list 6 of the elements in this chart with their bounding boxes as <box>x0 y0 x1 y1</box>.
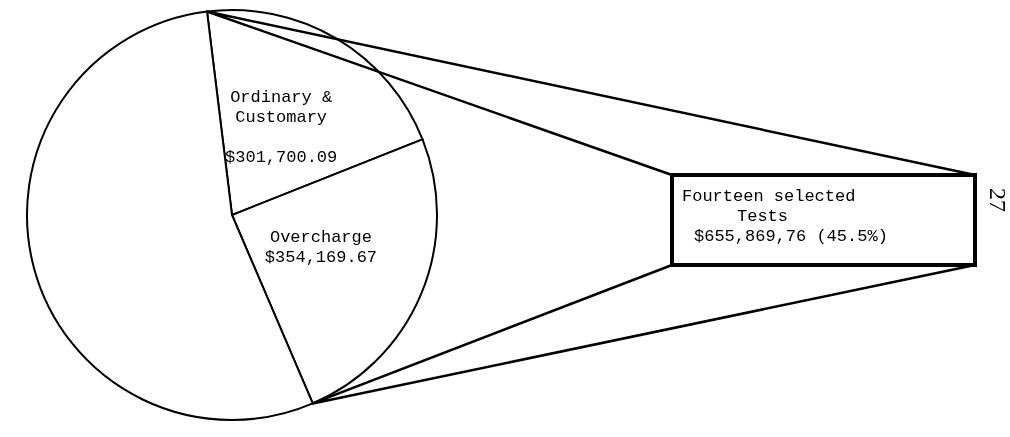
data-label: $354,169.67 <box>264 247 378 267</box>
slice-label: Overcharge <box>269 227 372 247</box>
text: Fourteen selected Tests $655,869,76 (45.5%) <box>682 187 888 246</box>
slice-label: Ordinary & Customary <box>230 88 333 128</box>
text: 27 <box>985 188 1010 212</box>
data-label: $301,700.09 <box>225 148 338 168</box>
